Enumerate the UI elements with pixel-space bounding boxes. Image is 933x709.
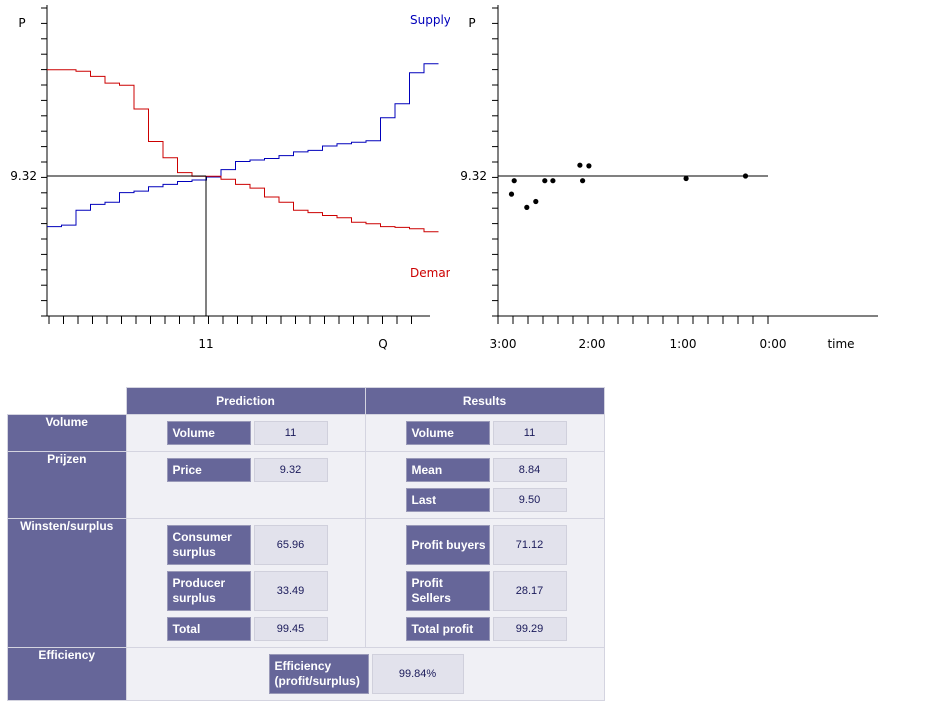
time-x-tick-label: 3:00 [490,337,517,351]
volume-row: Volume Volume 11 Volume 11 [7,414,605,452]
results-column-header: Results [364,387,605,415]
prediction-column-header: Prediction [125,387,366,415]
transaction-point [683,175,689,182]
field-value: 8.84 [492,458,567,482]
transaction-point [586,163,592,169]
time-x-tick-label: 2:00 [579,337,606,351]
market-y-tick-label: 9.32 [10,169,37,183]
market-x-tick-label: 11 [198,337,213,351]
row-header-prices: Prijzen [7,451,127,519]
results-volume-cell: Volume 11 [364,414,605,452]
field-value: 99.84% [371,654,464,694]
transaction-point [580,178,586,184]
row-header-surplus: Winsten/surplus [7,518,127,648]
field-value: 9.50 [492,488,567,512]
field-value: 33.49 [253,571,328,611]
transaction-point [511,178,517,184]
market-chart-ticks [41,7,412,324]
time-chart-ticks [492,7,769,324]
transaction-point [533,198,539,205]
field-value: 28.17 [492,571,567,611]
time-y-axis-label: P [468,16,475,30]
row-header-volume: Volume [7,414,127,452]
prediction-volume-cell: Volume 11 [125,414,366,452]
supply-curve [47,63,439,228]
field-label: Profit buyers [405,525,490,565]
market-x-axis-label: Q [378,337,387,351]
prices-row: Prijzen Price 9.32 Mean 8.84 Last 9.50 [7,451,605,519]
field-label: Price [166,458,251,482]
time-y-tick-label: 9.32 [460,169,487,183]
surplus-row: Winsten/surplus Consumer surplus 65.96 P… [7,518,605,648]
results-prices-cell: Mean 8.84 Last 9.50 [364,451,605,519]
field-label: Producer surplus [166,571,251,611]
field-value: 11 [492,421,567,445]
efficiency-cell: Efficiency (profit/surplus) 99.84% [125,647,605,701]
efficiency-row: Efficiency Efficiency (profit/surplus) 9… [7,647,605,701]
transaction-point [542,178,548,184]
field-value: 99.45 [253,617,328,641]
field-label: Total profit [405,617,490,641]
market-series [47,63,439,233]
field-value: 9.32 [253,458,328,482]
field-value: 65.96 [253,525,328,565]
field-label: Consumer surplus [166,525,251,565]
field-label: Total [166,617,251,641]
field-value: 99.29 [492,617,567,641]
field-label: Efficiency (profit/surplus) [268,654,369,694]
time-chart: P 9.32 3:00 2:00 1:00 0:00 time [460,5,878,351]
field-label: Mean [405,458,490,482]
supply-label: Supply [410,13,450,27]
transaction-point [550,178,556,184]
prediction-prices-cell: Price 9.32 [125,451,366,519]
field-label: Profit Sellers [405,571,490,611]
field-label: Volume [166,421,251,445]
market-y-axis-label: P [18,16,25,30]
field-value: 71.12 [492,525,567,565]
demand-label: Demand [410,266,450,280]
results-table: Prediction Results Volume Volume 11 Volu… [7,387,605,701]
transaction-point [577,162,583,168]
time-x-tick-label: 0:00 [760,337,787,351]
prediction-surplus-cell: Consumer surplus 65.96 Producer surplus … [125,518,366,648]
time-x-axis-label: time [827,337,854,351]
field-label: Volume [405,421,490,445]
field-value: 11 [253,421,328,445]
results-surplus-cell: Profit buyers 71.12 Profit Sellers 28.17… [364,518,605,648]
transaction-points [508,162,749,210]
field-label: Last [405,488,490,512]
transaction-point [508,191,515,197]
transaction-point [742,173,749,179]
market-chart: P 9.32 11 Q Supply Demand [10,5,450,351]
transaction-point [524,204,530,210]
row-header-efficiency: Efficiency [7,647,127,701]
demand-curve [47,69,439,233]
time-x-tick-label: 1:00 [670,337,697,351]
